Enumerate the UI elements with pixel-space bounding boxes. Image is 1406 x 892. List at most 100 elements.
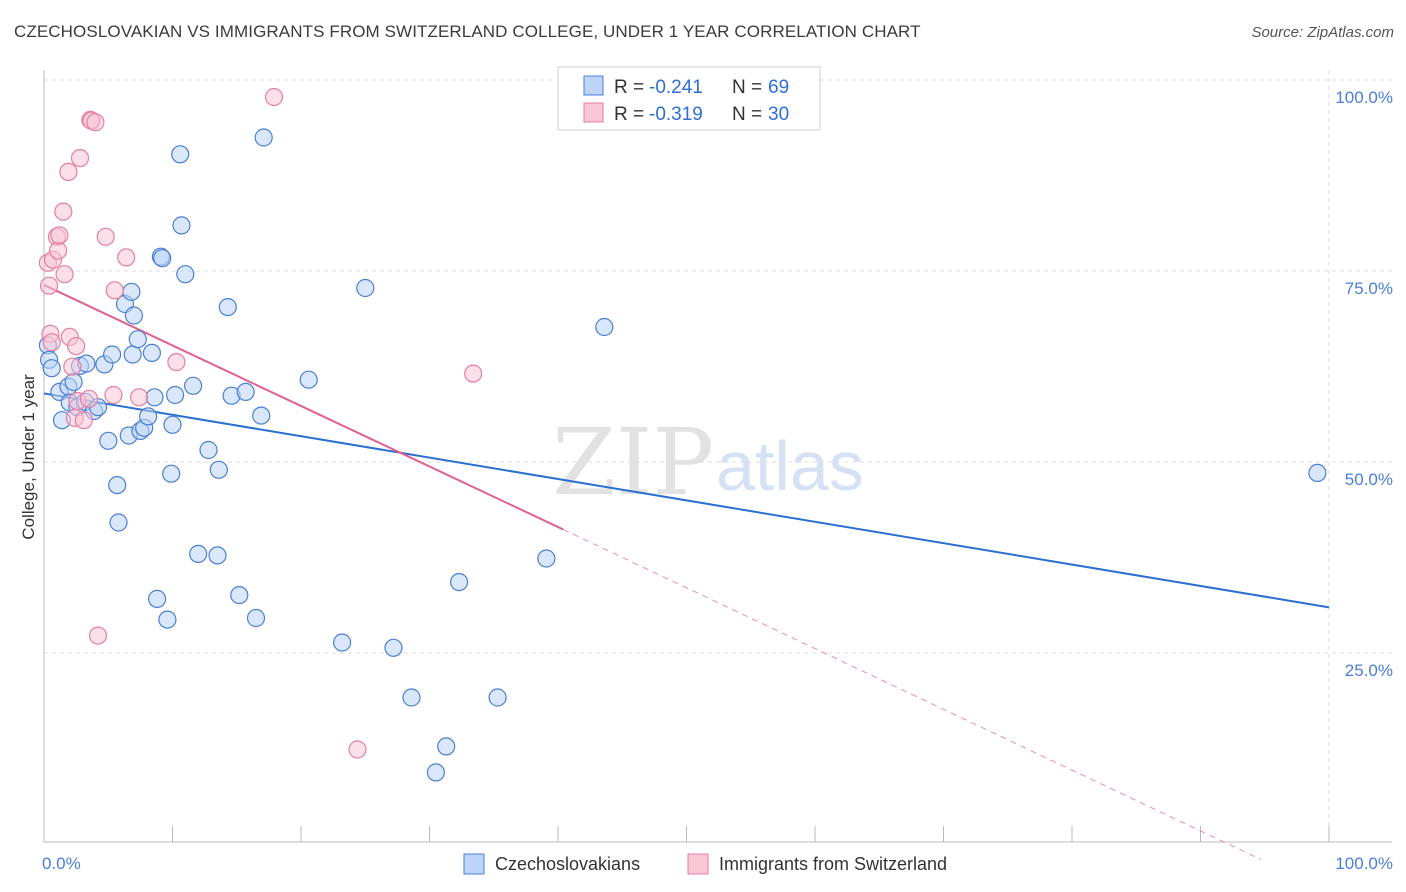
chart-title: CZECHOSLOVAKIAN VS IMMIGRANTS FROM SWITZ… — [14, 22, 921, 41]
y-tick-label: 25.0% — [1345, 661, 1393, 680]
legend-swatch-blue — [583, 75, 604, 96]
point-czechoslovakian — [1308, 463, 1327, 482]
stats-legend: R = -0.241 N = 69 R = -0.319 N = 30 — [557, 66, 821, 131]
point-czechoslovakian — [108, 476, 127, 495]
point-switzerland — [54, 202, 73, 221]
point-czechoslovakian — [109, 513, 128, 532]
point-czechoslovakian — [426, 763, 445, 782]
point-czechoslovakian — [148, 589, 167, 609]
point-czechoslovakian — [252, 406, 271, 425]
point-switzerland — [167, 353, 186, 372]
y-tick-label: 75.0% — [1345, 279, 1393, 298]
point-czechoslovakian — [402, 688, 421, 707]
legend-swatch-pink — [583, 102, 604, 123]
point-czechoslovakian — [230, 585, 249, 605]
series-legend-label-blue: Czechoslovakians — [495, 854, 640, 874]
point-czechoslovakian — [246, 608, 266, 628]
trend-line-switzerland — [43, 284, 564, 531]
trend-line-switzerland-extension — [562, 528, 1262, 860]
y-tick-labels: 25.0% 50.0% 75.0% 100.0% — [1335, 88, 1393, 680]
point-czechoslovakian — [64, 372, 83, 392]
point-czechoslovakian — [153, 249, 172, 268]
axes — [43, 70, 1392, 843]
point-switzerland — [39, 276, 59, 295]
point-switzerland — [86, 113, 105, 132]
legend-r-label-1: R = — [614, 77, 649, 98]
point-czechoslovakian — [162, 464, 181, 483]
point-switzerland — [104, 385, 123, 405]
point-switzerland — [74, 411, 93, 430]
watermark-zip: ZIP — [552, 409, 714, 516]
point-czechoslovakian — [142, 343, 161, 362]
point-czechoslovakian — [124, 306, 143, 325]
point-czechoslovakian — [537, 549, 556, 568]
legend-r-value-1: -0.241 — [649, 77, 703, 98]
y-tick-label: 50.0% — [1345, 470, 1393, 489]
point-switzerland — [79, 389, 99, 408]
legend-n-value-2: 30 — [768, 104, 789, 125]
point-czechoslovakian — [128, 330, 147, 349]
point-czechoslovakian — [122, 282, 141, 301]
source-label: Source: ZipAtlas.com — [1251, 24, 1394, 41]
point-czechoslovakian — [488, 688, 507, 707]
watermark-atlas: atlas — [716, 427, 864, 505]
point-czechoslovakian — [176, 265, 195, 284]
point-czechoslovakian — [145, 388, 164, 407]
point-switzerland — [55, 265, 74, 284]
watermark: ZIP atlas — [552, 409, 864, 516]
trend-line-czechoslovakians — [43, 392, 1330, 609]
point-czechoslovakian — [166, 385, 185, 405]
point-czechoslovakian — [209, 460, 228, 479]
point-czechoslovakian — [595, 317, 614, 337]
series-legend-label-pink: Immigrants from Switzerland — [719, 854, 947, 874]
point-czechoslovakian — [172, 216, 191, 235]
x-tick-label-start: 0.0% — [42, 854, 81, 873]
point-czechoslovakian — [42, 359, 61, 378]
point-czechoslovakian — [208, 546, 227, 565]
point-switzerland — [348, 740, 367, 759]
point-switzerland — [88, 626, 108, 645]
point-czechoslovakian — [171, 145, 190, 164]
point-czechoslovakian — [356, 278, 375, 298]
point-czechoslovakian — [437, 737, 456, 756]
point-czechoslovakian — [254, 128, 273, 147]
legend-n-label-2: N = — [732, 104, 767, 125]
series-legend: Czechoslovakians Immigrants from Switzer… — [463, 853, 947, 875]
point-czechoslovakian — [163, 415, 182, 434]
point-czechoslovakian — [99, 431, 118, 450]
point-switzerland — [63, 357, 82, 376]
point-switzerland — [59, 162, 78, 181]
point-switzerland — [464, 364, 483, 383]
point-czechoslovakian — [236, 382, 255, 401]
point-czechoslovakian — [158, 610, 177, 629]
legend-n-label-1: N = — [732, 77, 767, 98]
x-tick-label-end: 100.0% — [1335, 854, 1393, 873]
point-switzerland — [117, 248, 136, 267]
point-czechoslovakian — [199, 440, 218, 460]
x-tick-labels: 0.0% 100.0% — [42, 854, 1393, 873]
point-czechoslovakian — [333, 633, 352, 652]
series-legend-swatch-pink — [687, 853, 709, 875]
series-legend-swatch-blue — [463, 853, 485, 875]
point-czechoslovakian — [184, 376, 203, 395]
point-czechoslovakian — [139, 407, 158, 426]
point-switzerland — [48, 241, 68, 260]
point-czechoslovakian — [189, 544, 208, 564]
point-switzerland — [130, 388, 149, 407]
point-czechoslovakian — [218, 298, 237, 317]
point-switzerland — [105, 281, 124, 300]
point-switzerland — [70, 149, 90, 168]
legend-r-value-2: -0.319 — [649, 104, 703, 125]
legend-r-label-2: R = — [614, 104, 649, 125]
point-czechoslovakian — [384, 638, 403, 657]
x-ticks — [43, 826, 1330, 842]
legend-n-value-1: 69 — [768, 77, 789, 98]
data-points — [38, 87, 1327, 782]
point-czechoslovakian — [450, 572, 469, 592]
trend-lines — [43, 284, 1330, 860]
point-switzerland — [50, 226, 69, 245]
point-switzerland — [96, 227, 115, 246]
point-switzerland — [42, 333, 61, 352]
point-switzerland — [264, 87, 284, 107]
